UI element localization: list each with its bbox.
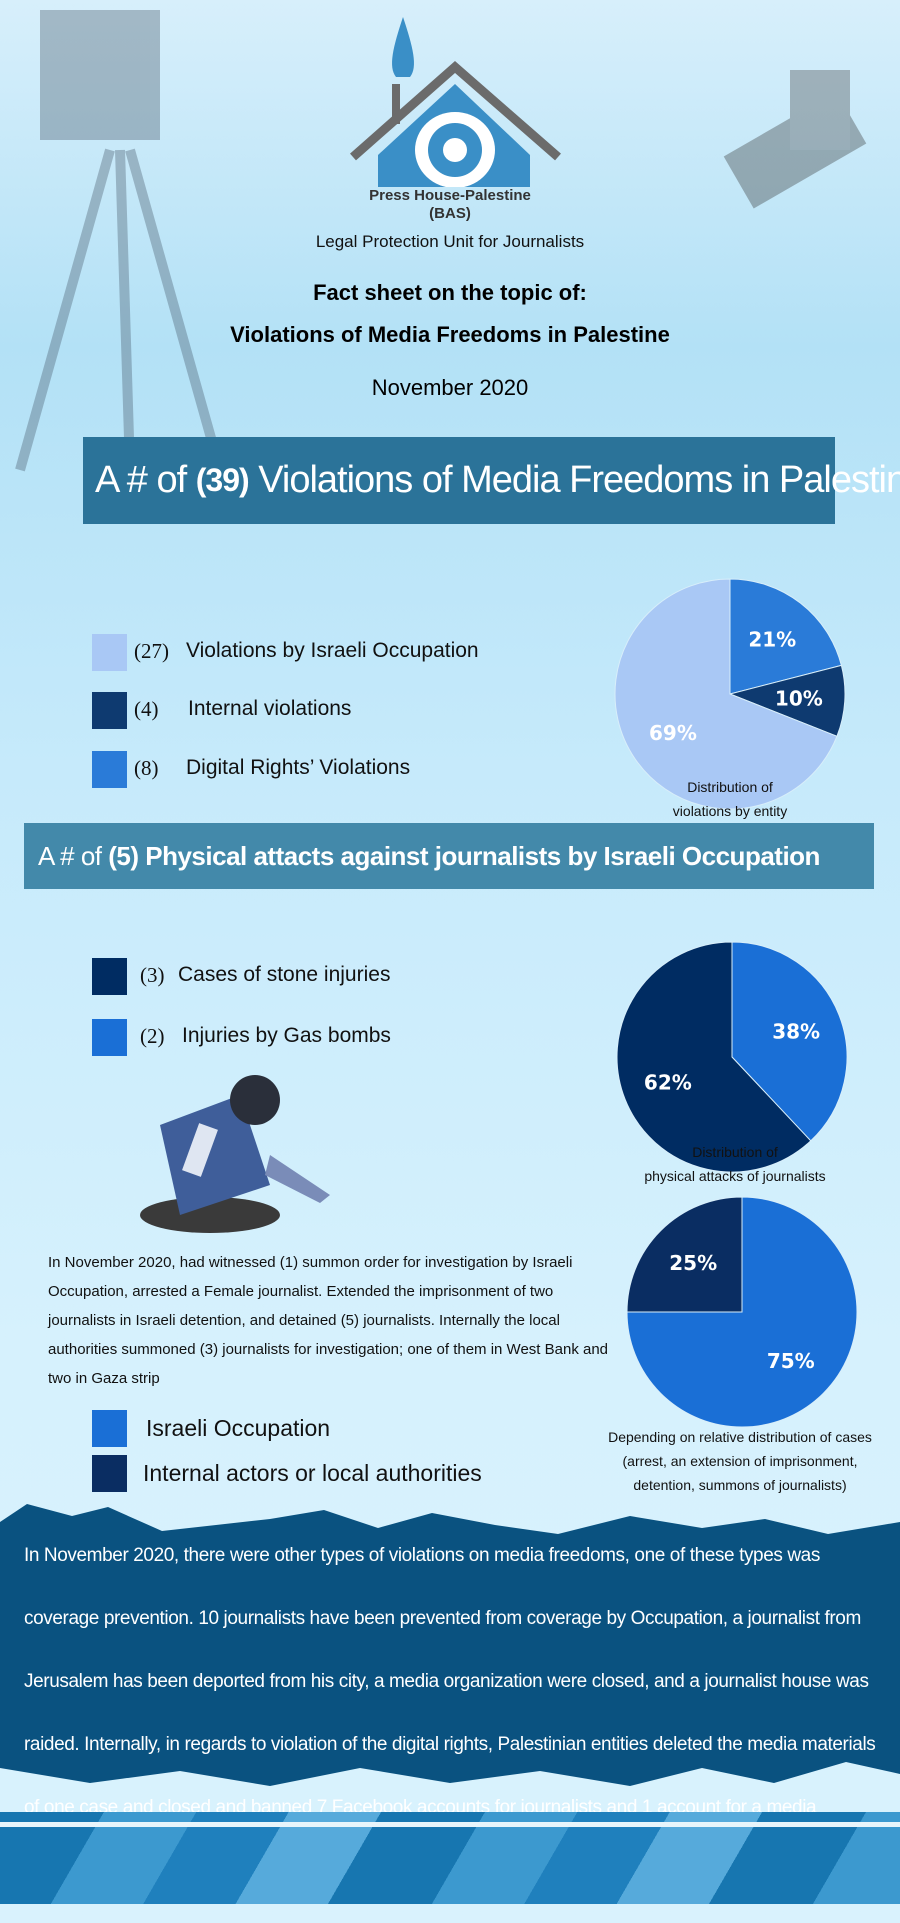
pie-slice [728, 664, 846, 737]
legend-count: (3) [140, 963, 165, 987]
unit-title: Legal Protection Unit for Journalists [315, 232, 585, 251]
camera-image [723, 70, 867, 209]
banner-count: (5) [108, 840, 139, 871]
legend-label: Injuries by Gas bombs [182, 1024, 391, 1047]
caption-line: Depending on relative distribution of ca… [608, 1429, 872, 1445]
legend-swatch [92, 958, 127, 995]
pie-caption-entity: Distribution of violations by entity [620, 775, 840, 823]
other-violations-band [0, 1504, 900, 1786]
legend-label: Digital Rights’ Violations [186, 756, 411, 779]
legend-count: (4) [134, 697, 159, 721]
caption-line: Distribution of [687, 779, 773, 795]
total-violations-banner: A # of (39) Violations of Media Freedoms… [83, 437, 900, 524]
legend-swatch [92, 1019, 127, 1056]
org-name: Press House-Palestine (BAS) [0, 187, 900, 223]
pie-caption-physical: Distribution of physical attacks of jour… [610, 1140, 860, 1188]
pie-data-label: 10% [775, 686, 823, 710]
banner-count: (39) [195, 462, 250, 498]
topic-title: Violations of Media Freedoms in Palestin… [230, 322, 670, 347]
pie-caption-cases: Depending on relative distribution of ca… [585, 1425, 895, 1497]
physical-attacks-banner: A # of (5) Physical attacts against jour… [24, 823, 874, 889]
legend-count: (27) [134, 639, 169, 663]
legend-swatch [92, 751, 127, 788]
pie-data-label: 38% [772, 1020, 820, 1044]
banner-prefix: A # of [95, 459, 196, 501]
legend-count: (8) [134, 756, 159, 780]
banner-text: Violations of Media Freedoms in Palestin… [248, 459, 900, 501]
caption-line: physical attacks of journalists [644, 1168, 826, 1184]
pie-slice [626, 1196, 858, 1428]
pie-slice [626, 1196, 743, 1313]
pie-slice [731, 941, 848, 1142]
legend-label: Violations by Israeli Occupation [186, 639, 479, 662]
pie-chart-physical: 38% 62% [616, 941, 848, 1173]
legend-label: Internal violations [188, 697, 352, 720]
pie-chart-cases: 75% 25% [626, 1196, 858, 1428]
legend-swatch [92, 1455, 127, 1492]
pie-data-label: 75% [767, 1349, 815, 1373]
pie-data-label: 69% [649, 721, 697, 745]
journalist-photo [140, 1075, 330, 1233]
org-name-text: Press House-Palestine [369, 187, 531, 204]
fact-sheet-label: Fact sheet on the topic of: [313, 280, 587, 305]
pie-data-label: 21% [748, 627, 796, 651]
pie-slice [616, 941, 812, 1173]
pie-slice [729, 578, 842, 695]
pie-slice [614, 578, 838, 810]
footer-stripes [0, 1812, 900, 1904]
paragraph-cases: In November 2020, had witnessed (1) summ… [48, 1254, 609, 1387]
legend-label: Internal actors or local authorities [143, 1460, 482, 1486]
pie-data-label: 25% [669, 1251, 717, 1275]
legend-swatch [92, 634, 127, 671]
pie-data-label: 62% [644, 1070, 692, 1094]
press-house-logo [350, 17, 561, 187]
pie-chart-entity: 21% 10% 69% [614, 578, 846, 810]
tripod-camera-image [15, 10, 225, 472]
caption-line: Distribution of [692, 1144, 778, 1160]
caption-line: (arrest, an extension of imprisonment, [622, 1453, 858, 1469]
footer-line [0, 1822, 900, 1827]
report-date: November 2020 [371, 375, 529, 400]
caption-line: violations by entity [672, 803, 788, 819]
org-abbr: (BAS) [429, 205, 471, 222]
legend-label: Cases of stone injuries [178, 963, 391, 986]
legend-swatch [92, 692, 127, 729]
legend-swatch [92, 1410, 127, 1447]
caption-line: detention, summons of journalists) [633, 1477, 847, 1493]
legend-count: (2) [140, 1024, 165, 1048]
legend-label: Israeli Occupation [146, 1415, 331, 1441]
banner-text: Physical attacts against journalists by … [138, 840, 820, 871]
banner-prefix: A # of [38, 840, 109, 871]
